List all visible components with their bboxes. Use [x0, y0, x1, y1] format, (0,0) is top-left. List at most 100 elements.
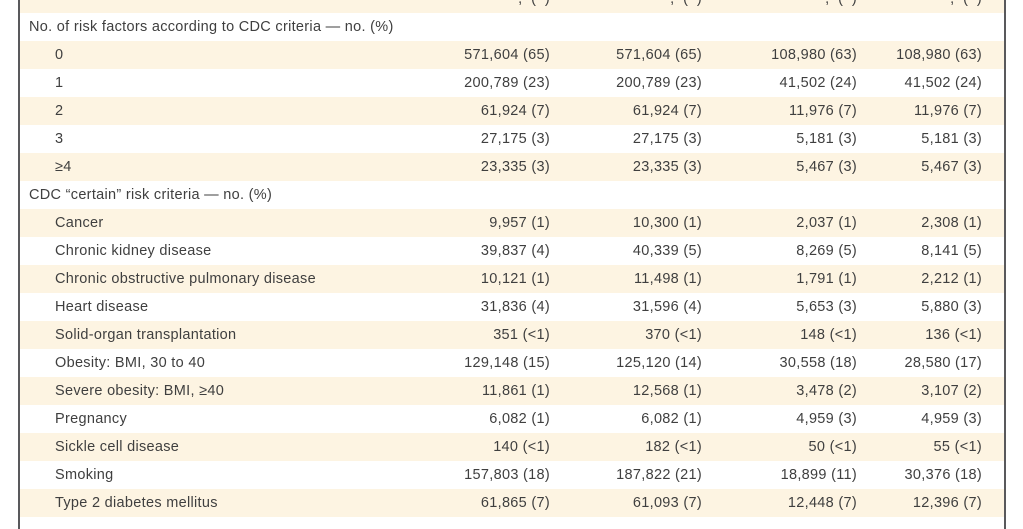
cell-value: 6,082 (1)	[489, 411, 550, 427]
table-row: Pregnancy 6,082 (1) 6,082 (1) 4,959 (3) 4,95…	[20, 405, 1004, 433]
table-row: ≥4 23,335 (3) 23,335 (3) 5,467 (3) 5,467 (3)	[20, 153, 1004, 181]
cell-value: 11,976 (7)	[788, 103, 857, 119]
cell-value: 61,924 (7)	[480, 103, 550, 119]
cell-value: 27,175 (3)	[632, 131, 702, 147]
table-row: Severe obesity: BMI, ≥40 11,861 (1) 12,568…	[20, 377, 1004, 405]
cell-value	[724, 13, 879, 41]
cell-value: 129,148 (15)	[464, 355, 550, 371]
table-row: Solid-organ transplantation 351 (<1) 370 (…	[20, 321, 1004, 349]
cell-value: 571,604 (65)	[464, 47, 550, 63]
table-row: 0 571,604 (65) 571,604 (65) 108,980 (63) 108…	[20, 41, 1004, 69]
table-row: Obesity: BMI, 30 to 40 129,148 (15) 125,12…	[20, 349, 1004, 377]
cell-value: 31,596 (4)	[632, 299, 702, 315]
table-row: Sickle cell disease 140 (<1) 182 (<1) 50 (<…	[20, 433, 1004, 461]
cell-value: , ( )	[572, 0, 724, 13]
cell-value: 4,959 (3)	[921, 411, 982, 427]
cell-value: 10,300 (1)	[632, 215, 702, 231]
cell-value: 125,120 (14)	[616, 355, 702, 371]
cell-value: 10,121 (1)	[480, 271, 550, 287]
cell-value: 108,980 (63)	[896, 47, 982, 63]
cell-value: 50 (<1)	[808, 439, 857, 455]
cell-value: 55 (<1)	[933, 439, 982, 455]
cell-value: , ( )	[432, 0, 572, 13]
cell-value: 39,837 (4)	[480, 243, 550, 259]
cell-value	[572, 13, 724, 41]
cell-value: 27,175 (3)	[480, 131, 550, 147]
cell-value: 182 (<1)	[645, 439, 702, 455]
cell-value: 8,141 (5)	[921, 243, 982, 259]
cell-value: 157,803 (18)	[464, 467, 550, 483]
row-label: 2	[55, 103, 64, 119]
cell-value: 5,880 (3)	[921, 299, 982, 315]
row-label: Solid-organ transplantation	[55, 327, 237, 343]
row-label: 1	[55, 75, 64, 91]
row-label: Sickle cell disease	[55, 439, 180, 455]
cell-value: 11,498 (1)	[633, 271, 702, 287]
cell-value: 370 (<1)	[645, 327, 702, 343]
clipped-row-top: , ( ) , ( ) , ( ) , ( )	[20, 0, 1004, 13]
row-label	[20, 0, 432, 13]
cell-value: 2,308 (1)	[921, 215, 982, 231]
row-label: Chronic obstructive pulmonary disease	[55, 271, 316, 287]
row-label: Pregnancy	[55, 411, 128, 427]
cell-value	[432, 13, 572, 41]
cell-value: 2,037 (1)	[796, 215, 857, 231]
cell-value: 4,959 (3)	[796, 411, 857, 427]
cell-value: 40,339 (5)	[632, 243, 702, 259]
table-row: Chronic kidney disease 39,837 (4) 40,339 (…	[20, 237, 1004, 265]
row-label: 3	[55, 131, 64, 147]
row-label: Severe obesity: BMI, ≥40	[55, 383, 225, 399]
table-row: 1 200,789 (23) 200,789 (23) 41,502 (24) 41,5…	[20, 69, 1004, 97]
row-label: Obesity: BMI, 30 to 40	[55, 355, 206, 371]
cell-value: 2,212 (1)	[921, 271, 982, 287]
cell-value: 61,924 (7)	[632, 103, 702, 119]
cell-value	[432, 181, 572, 209]
row-label: Chronic kidney disease	[55, 243, 212, 259]
cell-value: 5,181 (3)	[796, 131, 857, 147]
cell-value: 1,791 (1)	[796, 271, 857, 287]
cell-value: 11,861 (1)	[481, 383, 550, 399]
cell-value: 30,376 (18)	[904, 467, 982, 483]
cell-value: 3,107 (2)	[921, 383, 982, 399]
cell-value: 200,789 (23)	[464, 75, 550, 91]
cell-value: 11,976 (7)	[913, 103, 982, 119]
table-row: 3 27,175 (3) 27,175 (3) 5,181 (3) 5,181 (3)	[20, 125, 1004, 153]
cell-value: 23,335 (3)	[632, 159, 702, 175]
cell-value: 5,467 (3)	[796, 159, 857, 175]
cell-value: 148 (<1)	[800, 327, 857, 343]
cell-value: 6,082 (1)	[641, 411, 702, 427]
cell-value: 571,604 (65)	[616, 47, 702, 63]
cell-value: 18,899 (11)	[780, 467, 857, 483]
table-row: Chronic obstructive pulmonary disease 10,…	[20, 265, 1004, 293]
cell-value: 200,789 (23)	[616, 75, 702, 91]
cell-value: 12,448 (7)	[787, 495, 857, 511]
cell-value	[724, 181, 879, 209]
cell-value: 31,836 (4)	[480, 299, 550, 315]
cell-value: 12,396 (7)	[912, 495, 982, 511]
table-row: 2 61,924 (7) 61,924 (7) 11,976 (7) 11,976 (7…	[20, 97, 1004, 125]
cell-value: 12,568 (1)	[632, 383, 702, 399]
row-label: Type 2 diabetes mellitus	[55, 495, 218, 511]
cell-value: 23,335 (3)	[480, 159, 550, 175]
cell-value: 41,502 (24)	[779, 75, 857, 91]
section-header-row: No. of risk factors according to CDC cri…	[20, 13, 1004, 41]
table-row-clipped: , ( ) , ( ) , ( ) , ( )	[20, 0, 1004, 13]
row-label: Cancer	[55, 215, 104, 231]
section-header-row: CDC “certain” risk criteria — no. (%)	[20, 181, 1004, 209]
cell-value: 5,181 (3)	[921, 131, 982, 147]
cell-value: 41,502 (24)	[904, 75, 982, 91]
row-label: 0	[55, 47, 64, 63]
table-row: Smoking 157,803 (18) 187,822 (21) 18,899 (1…	[20, 461, 1004, 489]
row-label: ≥4	[55, 159, 72, 175]
cell-value: 5,467 (3)	[921, 159, 982, 175]
row-label: Heart disease	[55, 299, 149, 315]
cell-value: 28,580 (17)	[904, 355, 982, 371]
row-label: Smoking	[55, 467, 114, 483]
cell-value: 8,269 (5)	[796, 243, 857, 259]
cell-value: 61,865 (7)	[480, 495, 550, 511]
cell-value	[572, 181, 724, 209]
cell-value: 136 (<1)	[925, 327, 982, 343]
cell-value: 351 (<1)	[493, 327, 550, 343]
paper-table: , ( ) , ( ) , ( ) , ( ) No. of risk fact…	[18, 0, 1006, 529]
cell-value: , ( )	[724, 0, 879, 13]
